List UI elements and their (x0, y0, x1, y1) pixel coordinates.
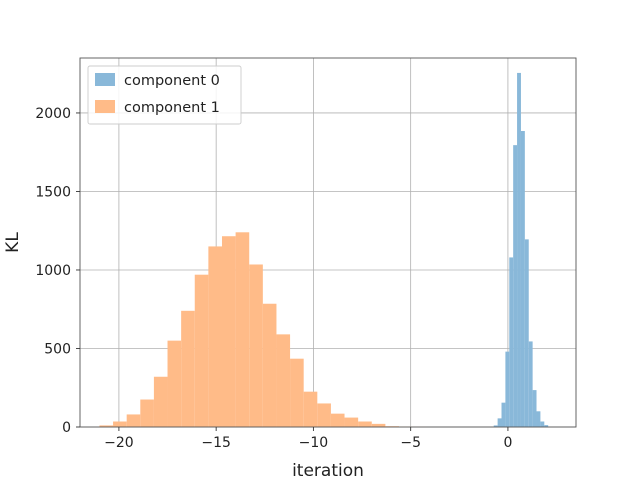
component-1-bar (235, 232, 250, 427)
component-1-bar (208, 246, 222, 427)
component-0-bar (509, 257, 514, 427)
component-0-bar (493, 425, 498, 427)
component-0-bar (524, 239, 529, 427)
component-1-bar (221, 236, 236, 427)
component-1-bar (99, 425, 114, 427)
component-0-bar (532, 390, 537, 427)
component-1-bar (344, 417, 359, 427)
x-tick-label: 0 (503, 435, 512, 451)
y-tick-label: 1500 (35, 184, 71, 200)
plot-frame (79, 57, 577, 428)
x-tick-label: −15 (201, 435, 231, 451)
axis-ticks: −20 −15 −10 −5 0 0 500 1000 1500 2000 (35, 106, 512, 451)
component-1-bar (290, 358, 304, 427)
x-tick-label: −10 (299, 435, 329, 451)
component-1-bar (317, 403, 331, 427)
component-1-bar (113, 421, 127, 427)
component-1-bar (276, 334, 291, 427)
legend-label-component-1: component 1 (124, 100, 220, 116)
x-tick-label: −20 (104, 435, 134, 451)
y-tick-label: 2000 (35, 106, 71, 122)
legend-swatch-component-0 (95, 73, 115, 86)
component-1-bar (303, 391, 318, 427)
component-1-bar (358, 421, 372, 427)
legend-swatch-component-1 (95, 100, 115, 113)
component-1-bar (126, 414, 141, 427)
histogram-bars (99, 72, 549, 428)
component-0-bar (505, 351, 510, 427)
component-1-bar (249, 264, 263, 427)
component-0-bar (520, 131, 525, 427)
component-1-bar (371, 423, 386, 427)
x-axis-label: iteration (292, 461, 364, 480)
y-tick-label: 500 (44, 341, 71, 357)
component-1-bar (153, 376, 168, 427)
legend: component 0 component 1 (87, 65, 242, 125)
x-tick-label: −5 (400, 435, 421, 451)
component-0-bar (528, 341, 533, 427)
y-axis-label: KL (3, 232, 23, 253)
component-1-bar (194, 274, 209, 427)
component-0-bar (540, 421, 545, 427)
component-1-bar (330, 413, 345, 427)
component-1-bar (167, 340, 182, 427)
y-tick-label: 1000 (35, 263, 71, 279)
y-tick-label: 0 (62, 420, 71, 436)
component-0-bar (501, 402, 506, 427)
component-0-bar (544, 425, 549, 427)
legend-label-component-0: component 0 (124, 73, 220, 89)
component-0-bar (497, 418, 502, 427)
component-1-bar (140, 399, 154, 427)
component-0-bar (517, 72, 521, 427)
legend-box (87, 65, 242, 125)
component-1-bar (262, 303, 277, 427)
component-1-bar (181, 310, 195, 427)
component-0-bar (536, 411, 541, 427)
component-0-bar (513, 145, 518, 428)
